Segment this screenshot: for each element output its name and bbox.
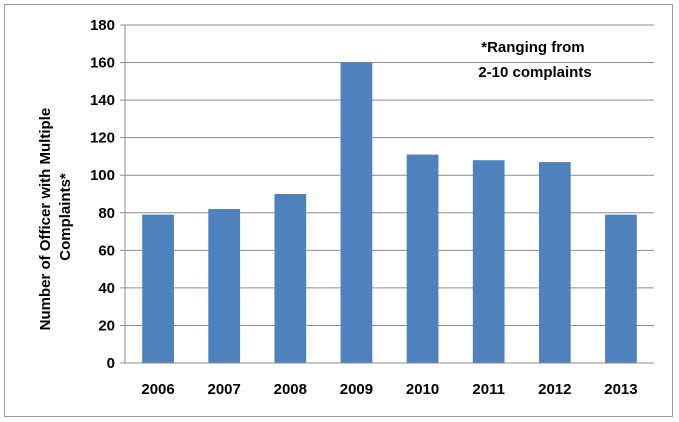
y-tick-label: 0 [107,355,115,372]
y-tick-label: 80 [98,205,115,222]
bar-2013 [605,214,637,363]
y-tick-label: 180 [90,17,115,34]
x-tick-label: 2012 [538,381,571,398]
annotation: *Ranging from 2-10 complaints [478,39,591,81]
bar-2007 [208,209,241,363]
y-tick-label: 140 [90,92,115,109]
x-tick-label: 2010 [406,381,439,398]
bars [142,62,637,364]
y-tick-label: 60 [98,242,115,259]
x-tick-label: 2011 [472,381,505,398]
y-tick-label: 160 [90,55,115,72]
y-tick-label: 120 [90,130,115,147]
y-axis-label-line-1: Number of Officer with Multiple [37,108,54,331]
x-tick-label: 2008 [274,381,307,398]
annotation-line-2: 2-10 complaints [478,64,591,81]
y-axis-label: Number of Officer with Multiple Complain… [37,104,74,331]
x-tick-label: 2007 [208,381,241,398]
annotation-line-1: *Ranging from [481,39,584,56]
bar-2011 [472,160,505,363]
x-tick-label: 2006 [141,381,174,398]
x-tick-label: 2009 [340,381,373,398]
bar-2006 [142,214,174,363]
y-tick-label: 40 [98,280,115,297]
x-tick-labels: 2006 2007 2008 2009 2010 2011 2012 2013 [141,381,637,398]
y-axis-label-line-2: Complaints* [57,173,74,261]
y-tick-label: 20 [98,317,115,334]
y-tick-label: 100 [90,167,115,184]
bar-2008 [274,194,307,363]
bar-2012 [538,162,571,363]
axes [120,24,654,364]
bar-2010 [406,154,439,363]
y-tick-labels: 0 20 40 60 80 100 120 140 160 180 [90,17,115,372]
x-tick-label: 2013 [604,381,637,398]
bar-2009 [340,62,373,364]
